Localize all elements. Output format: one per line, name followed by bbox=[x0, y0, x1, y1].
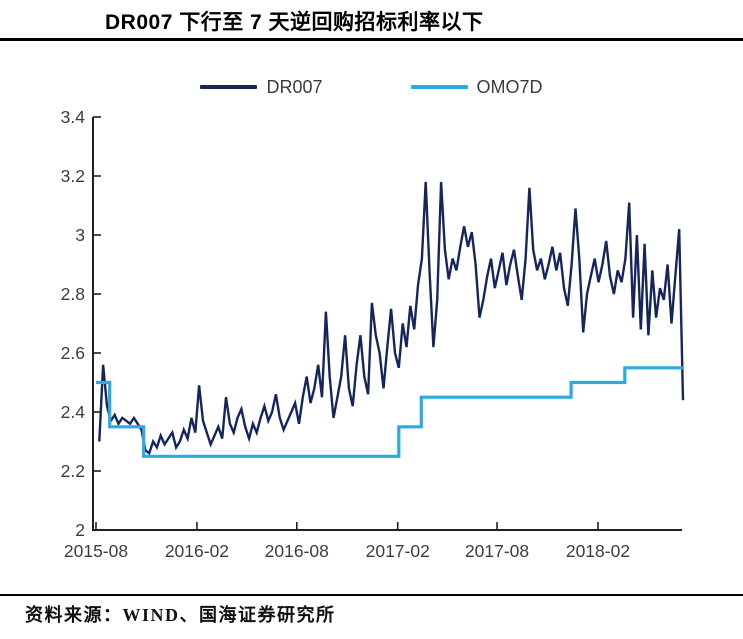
legend-label-omo7d: OMO7D bbox=[476, 76, 543, 97]
legend-item-dr007: DR007 bbox=[200, 76, 323, 98]
chart-legend: DR007 OMO7D bbox=[0, 74, 743, 100]
y-axis-tick-label: 2.4 bbox=[61, 402, 86, 422]
axis-lines bbox=[92, 117, 682, 531]
x-axis-tick-label: 2018-02 bbox=[566, 541, 630, 561]
x-axis-tick-label: 2017-02 bbox=[366, 541, 430, 561]
data-source-note: 资料来源：WIND、国海证券研究所 bbox=[25, 605, 336, 625]
dr007-line-swatch bbox=[200, 85, 258, 89]
legend-label-dr007: DR007 bbox=[266, 76, 323, 97]
x-axis-tick-label: 2017-08 bbox=[465, 541, 529, 561]
y-axis-tick-label: 2.2 bbox=[61, 461, 85, 481]
footer-divider-line bbox=[0, 594, 743, 596]
y-axis-tick-label: 3.4 bbox=[61, 107, 86, 127]
y-axis-tick-label: 3 bbox=[75, 225, 85, 245]
x-axis-tick-label: 2015-08 bbox=[64, 541, 128, 561]
title-divider-line bbox=[0, 38, 743, 41]
legend-item-omo7d: OMO7D bbox=[410, 76, 543, 98]
series-line-omo7d bbox=[96, 366, 683, 458]
y-axis-tick-label: 3.2 bbox=[61, 166, 85, 186]
y-axis-tick-label: 2 bbox=[75, 520, 85, 540]
chart-title: DR007 下行至 7 天逆回购招标利率以下 bbox=[105, 11, 484, 34]
omo7d-line-swatch bbox=[410, 85, 468, 89]
x-axis-tick-label: 2016-02 bbox=[165, 541, 229, 561]
y-axis-tick-label: 2.6 bbox=[61, 343, 85, 363]
series-line-dr007 bbox=[98, 181, 685, 456]
x-axis-tick-label: 2016-08 bbox=[265, 541, 329, 561]
y-axis-tick-label: 2.8 bbox=[61, 284, 85, 304]
